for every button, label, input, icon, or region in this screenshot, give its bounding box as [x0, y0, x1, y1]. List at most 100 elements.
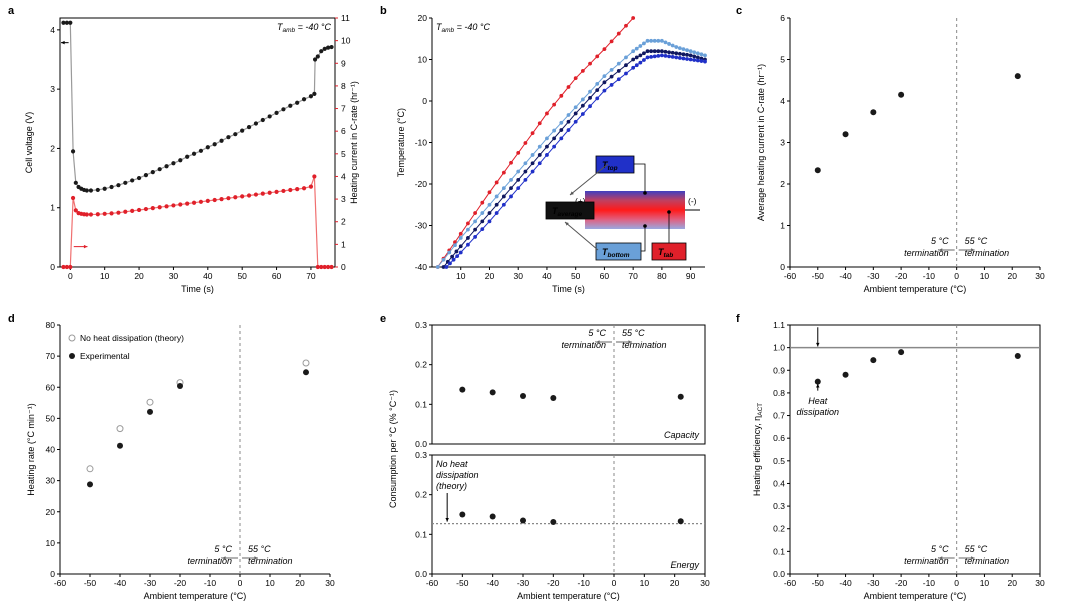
panel-b-T_bottom-point	[580, 97, 585, 102]
panel-b-T_average-point	[537, 153, 542, 157]
panel-c-x-tick-label: -60	[784, 271, 797, 281]
panel-a-voltage-point	[274, 110, 279, 115]
panel-b-T_average-point	[441, 265, 446, 269]
panel-a-current-point	[88, 212, 94, 217]
panel-b-T_average-line	[443, 50, 706, 268]
panel-a-x-tick-label: 40	[203, 271, 213, 281]
panel-b-T_top-point	[652, 54, 657, 59]
panel-e-bottom-frame	[431, 454, 706, 575]
panel-b-T_bottom-point	[494, 194, 499, 199]
panel-c-y-axis-label: Average heating current in C-rate (hr⁻¹)	[756, 64, 766, 221]
panel-b-T_top-point	[634, 63, 639, 68]
panel-a-x-tick-label: 20	[134, 271, 144, 281]
panel-a-voltage-point	[109, 184, 114, 190]
panel-b-annotation: Tamb = -40 °C	[436, 22, 491, 34]
panel-b-T_bottom-point	[501, 186, 506, 191]
panel-b-y-axis-label: Temperature (°C)	[396, 108, 406, 177]
panel-b-T_average-point	[487, 211, 492, 215]
panel-d-5c-label-2: termination	[187, 556, 232, 566]
panel-a-current-point	[288, 187, 293, 193]
panel-f-x-tick-label: -40	[839, 578, 852, 588]
panel-d-left-arrow-head	[222, 556, 226, 560]
panel-a-voltage-point	[240, 128, 245, 133]
panel-f-point	[870, 357, 877, 364]
panel-d-y-tick-label: 30	[46, 476, 56, 486]
panel-f-dissipation-arrow-head	[816, 383, 820, 388]
panel-b-y-tick-label: -30	[415, 221, 428, 231]
panel-b-T_bottom-point	[670, 43, 675, 48]
panel-b-y-tick-label: -40	[415, 262, 428, 272]
panel-e-top-right-arrow-head	[628, 340, 632, 344]
panel-b-T_tab-point	[616, 31, 621, 36]
panel-b-T_average-point	[677, 51, 682, 56]
panel-a-y-tick-label: 4	[50, 25, 55, 35]
panel-b-T_top-point	[516, 186, 521, 191]
panel-b-T_average-point	[466, 236, 470, 240]
panel-d-x-tick-label: -30	[144, 578, 157, 588]
panel-a-current-point	[70, 195, 76, 201]
panel-a-voltage-point	[308, 94, 314, 99]
panel-a-y2-tick-label: 8	[341, 81, 346, 91]
panel-c-y-tick-label: 5	[780, 55, 785, 65]
panel-b-T_tab-point	[523, 141, 528, 145]
panel-e-top-y-tick-label: 0.0	[415, 439, 427, 449]
panel-e-bottom-point	[550, 519, 557, 526]
panel-a-voltage-point	[84, 188, 89, 193]
panel-b-T_average-point	[645, 49, 650, 54]
panel-f-point	[898, 349, 905, 356]
panel-b-T_tab-point	[537, 121, 542, 126]
panel-a-y-tick-label: 1	[50, 203, 55, 213]
panel-b-T_bottom-point	[573, 105, 578, 110]
panel-a-voltage-point	[281, 107, 286, 112]
panel-e-bottom-x-tick-label: 20	[670, 578, 680, 588]
panel-c: -60 -50 -40 -30 -20 -10 0 10 20 30 0 1 2 3 4 5 6 Ambient …	[756, 13, 1045, 294]
panel-a-current-point	[95, 212, 100, 217]
panel-b-T_tab-point	[494, 180, 499, 185]
panel-b-T_bottom-point	[659, 38, 664, 43]
panel-e-top-point	[489, 389, 496, 396]
panel-f-y-axis-label: Heating efficiency, ηACT	[752, 403, 764, 496]
panel-d: -60 -50 -40 -30 -20 -10 0 10 20 30 0 10 20 30 40 50 60 70…	[26, 320, 335, 601]
panel-label-a: a	[8, 5, 15, 17]
panel-a-voltage-point	[260, 117, 265, 123]
panel-b-T_bottom-point	[695, 51, 700, 56]
panel-a-voltage-point	[267, 114, 272, 119]
panel-a-y2-tick-label: 5	[341, 149, 346, 159]
panel-a-voltage-point	[205, 145, 210, 150]
panel-c-point	[870, 109, 877, 116]
panel-f-y-tick-label: 0.2	[773, 524, 785, 534]
panel-b-T_bottom-point	[602, 74, 607, 78]
panel-b-T_bottom-point	[656, 38, 661, 43]
panel-a-voltage-point	[164, 164, 169, 169]
panel-f-top-arrow-head	[816, 342, 820, 347]
panel-c-point	[898, 91, 905, 98]
panel-f-x-axis-label: Ambient temperature (°C)	[864, 591, 967, 601]
panel-c-point	[842, 131, 849, 138]
panel-b-T_average-point	[552, 136, 557, 141]
panel-f-x-tick-label: -60	[784, 578, 797, 588]
panel-b-T_top-point	[616, 77, 621, 82]
panel-b-T_top-point	[444, 265, 449, 269]
panel-b-T_average-point	[695, 55, 700, 60]
panel-b-T_top-point	[448, 261, 452, 266]
panel-d-x-tick-label: -10	[204, 578, 217, 588]
panel-b-x-tick-label: 30	[513, 271, 523, 281]
panel-b-T_top-point	[602, 88, 607, 93]
panel-b-T_top-point	[552, 144, 557, 149]
panel-b-T_average-point	[663, 49, 668, 54]
panel-b-T_top-point	[509, 194, 513, 199]
panel-c-left-arrow-head	[938, 248, 943, 252]
panel-e-top-55c-label-2: termination	[622, 340, 667, 350]
panel-a-voltage-axis-arrow-head	[61, 40, 65, 45]
panel-f-point	[1014, 353, 1021, 360]
panel-a-current-point	[329, 264, 334, 270]
panel-d-theory-point	[302, 359, 310, 367]
panel-b-T_average-point	[509, 186, 513, 191]
panel-b-T_tab-point	[631, 16, 636, 20]
panel-a-y-tick-label: 3	[50, 84, 55, 94]
panel-b-T_bottom-point	[645, 38, 650, 43]
panel-c-x-tick-label: -30	[867, 271, 880, 281]
panel-f: -60 -50 -40 -30 -20 -10 0 10 20 30 0.0 0.1 0.2 0.3 0.4…	[752, 320, 1045, 601]
panel-a-current-point	[274, 189, 279, 194]
